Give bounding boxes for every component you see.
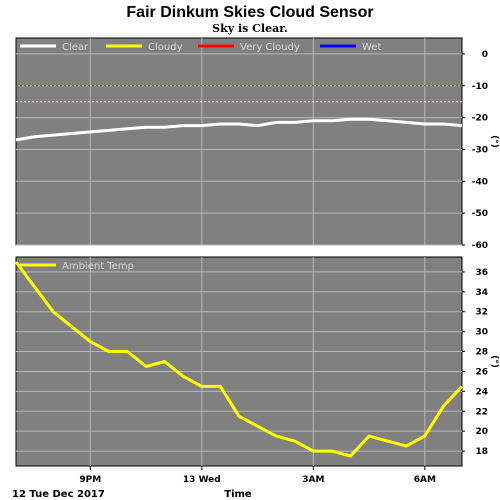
legend-label: Wet [362,42,381,53]
y-axis-unit: (°) [489,355,499,368]
y-tick-label: 34 [475,288,488,298]
x-tick-label: 6AM [414,475,436,485]
plot-area [15,37,463,246]
ambient-temperature-line [14,261,464,458]
ambient-temperature-panel: 18 20 22 24 26 28 30 32 34 36 (°) Ambient Temp [14,256,499,467]
chart-title: Fair Dinkum Skies Cloud Sensor [126,4,373,21]
y-tick-label: -20 [472,114,488,124]
x-axis-title: Time [224,489,252,500]
legend-label: Ambient Temp [62,261,134,272]
y-tick-label: 22 [475,407,488,417]
y-tick-label: 36 [475,268,488,278]
date-label: 12 Tue Dec 2017 [12,489,105,500]
legend-label: Clear [62,42,89,53]
x-tick-label: 9PM [79,475,101,485]
y-tick-label: 30 [475,328,488,338]
y-tick-label: -30 [472,145,488,155]
y-tick-label: 32 [475,308,488,318]
x-axis-labels: 9PM 13 Wed 3AM 6AM [79,466,436,485]
x-tick-label: 3AM [302,475,324,485]
y-tick-label: -50 [472,209,488,219]
y-tick-label: 0 [482,50,488,60]
y-tick-label: 18 [475,447,488,457]
y-tick-label: 26 [475,367,488,377]
sky-temperature-line [15,117,463,142]
y-tick-label: -40 [472,177,488,187]
legend-label: Cloudy [148,42,183,53]
chart-subtitle: Sky is Clear. [212,22,288,35]
sky-temperature-panel: 0 -10 -20 -30 -40 -50 -60 (°) Clear Cloudy Very Cl… [15,37,499,251]
y-tick-label: -60 [472,241,488,251]
y-axis-unit: (°) [489,135,499,148]
y-tick-label: 20 [475,427,488,437]
y-tick-label: -10 [472,82,488,92]
legend-label: Very Cloudy [240,42,300,53]
plot-area [15,256,463,467]
y-tick-label: 28 [475,348,488,358]
y-tick-label: 24 [475,387,488,397]
x-tick-label: 13 Wed [183,475,221,485]
